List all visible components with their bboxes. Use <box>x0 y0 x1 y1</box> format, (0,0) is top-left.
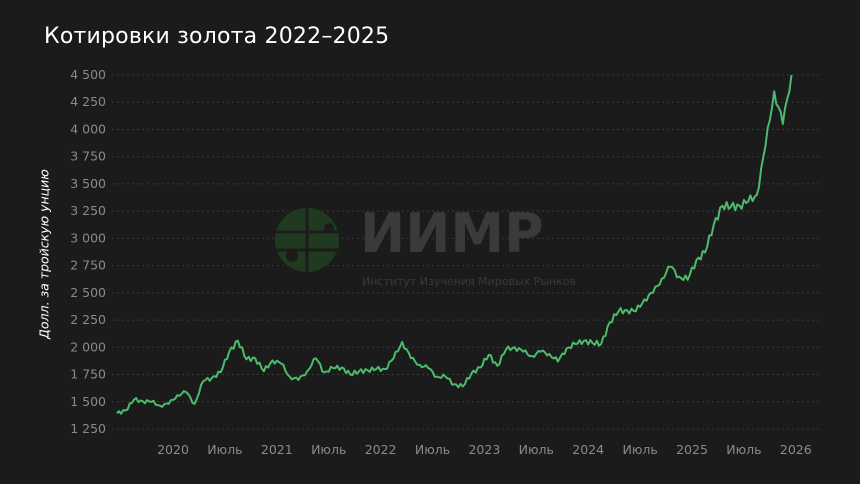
chart-title: Котировки золота 2022–2025 <box>44 24 390 49</box>
x-tick-label: Июль <box>415 442 450 457</box>
grid-lines <box>112 74 822 430</box>
watermark-logo: ИИМР Институт Изучения Мировых Рынков <box>275 202 576 288</box>
y-tick-label: 1 750 <box>70 367 106 382</box>
x-tick-label: 2024 <box>572 442 604 457</box>
y-tick-label: 4 250 <box>70 94 106 109</box>
x-tick-label: 2020 <box>157 442 189 457</box>
y-tick-label: 3 750 <box>70 149 106 164</box>
y-tick-label: 1 500 <box>70 394 106 409</box>
x-tick-label: Июль <box>519 442 554 457</box>
y-tick-label: 4 000 <box>70 121 106 136</box>
y-axis-ticks: 1 250 1 500 1 750 2 000 2 250 2 500 2 750 3 000… <box>70 67 106 436</box>
y-tick-label: 2 000 <box>70 339 106 354</box>
x-tick-label: 2021 <box>261 442 293 457</box>
x-axis-ticks: 2020 Июль 2021 Июль 2022 Июль 2023 Июль 2024 Июль… <box>157 442 812 457</box>
x-tick-label: 2022 <box>365 442 397 457</box>
x-tick-label: Июль <box>311 442 346 457</box>
y-tick-label: 4 500 <box>70 67 106 82</box>
y-tick-label: 2 750 <box>70 258 106 273</box>
watermark-subtitle: Институт Изучения Мировых Рынков <box>362 275 576 288</box>
x-tick-label: 2026 <box>780 442 812 457</box>
x-tick-label: 2023 <box>468 442 500 457</box>
y-tick-label: 2 250 <box>70 312 106 327</box>
y-tick-label: 3 250 <box>70 203 106 218</box>
y-tick-label: 2 500 <box>70 285 106 300</box>
globe-icon <box>275 208 339 272</box>
y-tick-label: 3 000 <box>70 230 106 245</box>
watermark-name: ИИМР <box>360 202 544 265</box>
y-tick-label: 3 500 <box>70 176 106 191</box>
series-line-gold <box>116 74 793 415</box>
x-tick-label: Июль <box>622 442 657 457</box>
x-tick-label: Июль <box>207 442 242 457</box>
x-tick-label: Июль <box>726 442 761 457</box>
y-tick-label: 1 250 <box>70 421 106 436</box>
x-tick-label: 2025 <box>676 442 708 457</box>
